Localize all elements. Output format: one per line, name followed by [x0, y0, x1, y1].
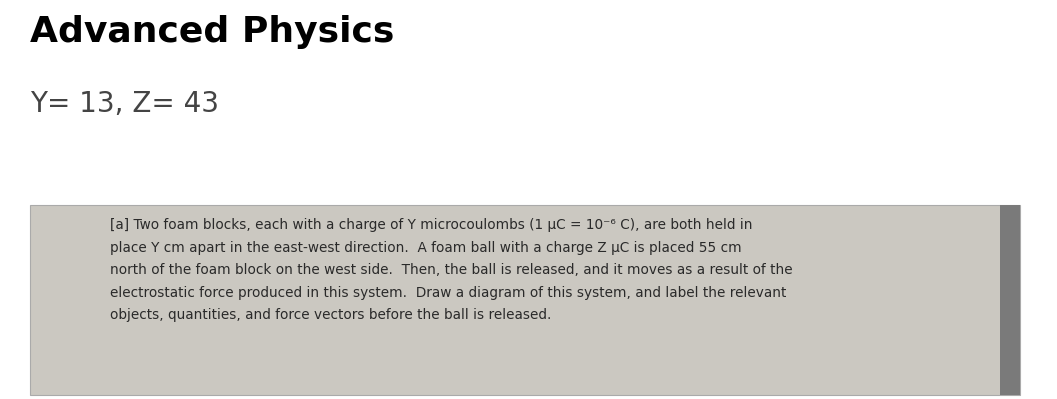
Text: [a] Two foam blocks, each with a charge of Y microcoulombs (1 μC = 10⁻⁶ C), are : [a] Two foam blocks, each with a charge …: [110, 218, 753, 232]
Text: Advanced Physics: Advanced Physics: [30, 15, 394, 49]
Text: objects, quantities, and force vectors before the ball is released.: objects, quantities, and force vectors b…: [110, 308, 552, 322]
Text: electrostatic force produced in this system.  Draw a diagram of this system, and: electrostatic force produced in this sys…: [110, 286, 786, 300]
Text: place Y cm apart in the east-west direction.  A foam ball with a charge Z μC is : place Y cm apart in the east-west direct…: [110, 241, 742, 255]
Text: Y= 13, Z= 43: Y= 13, Z= 43: [30, 90, 219, 118]
FancyBboxPatch shape: [30, 205, 1020, 395]
FancyBboxPatch shape: [1000, 205, 1020, 395]
Text: north of the foam block on the west side.  Then, the ball is released, and it mo: north of the foam block on the west side…: [110, 263, 793, 277]
